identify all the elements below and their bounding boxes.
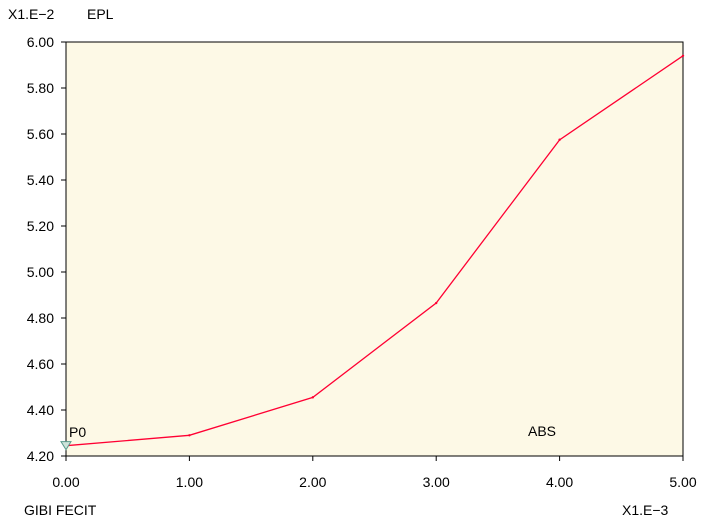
data-point bbox=[435, 301, 438, 305]
y-tick-label: 6.00 bbox=[27, 34, 54, 50]
y-scale-label: X1.E−2 bbox=[8, 6, 55, 22]
y-tick-label: 5.40 bbox=[27, 172, 54, 188]
y-axis-title: EPL bbox=[87, 6, 114, 22]
y-tick-label: 4.40 bbox=[27, 402, 54, 418]
x-tick-label: 2.00 bbox=[299, 474, 326, 490]
x-tick-label: 1.00 bbox=[176, 474, 203, 490]
x-tick-label: 4.00 bbox=[546, 474, 573, 490]
x-tick-label: 5.00 bbox=[669, 474, 696, 490]
data-point bbox=[188, 434, 191, 437]
x-scale-label: X1.E−3 bbox=[622, 502, 669, 518]
plot-area bbox=[65, 41, 684, 457]
y-tick-label: 5.60 bbox=[27, 126, 54, 142]
y-tick-label: 4.20 bbox=[27, 448, 54, 464]
y-tick-label: 5.20 bbox=[27, 218, 54, 234]
y-tick-label: 4.60 bbox=[27, 356, 54, 372]
y-tick-label: 5.80 bbox=[27, 80, 54, 96]
data-point bbox=[558, 138, 561, 141]
data-point bbox=[311, 396, 314, 399]
data-point bbox=[681, 54, 685, 57]
curve-label: ABS bbox=[528, 423, 557, 439]
y-tick-label: 5.00 bbox=[27, 264, 54, 280]
series-line bbox=[65, 55, 684, 447]
x-tick-label: 0.00 bbox=[52, 474, 79, 490]
marker-label: P0 bbox=[69, 424, 87, 440]
x-tick-label: 3.00 bbox=[423, 474, 450, 490]
footer-label: GIBI FECIT bbox=[24, 502, 97, 518]
start-marker-icon bbox=[60, 441, 72, 451]
y-tick-label: 4.80 bbox=[27, 310, 54, 326]
